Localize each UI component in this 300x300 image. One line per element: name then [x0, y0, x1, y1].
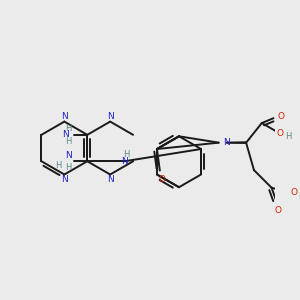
Text: H: H — [65, 124, 72, 134]
Text: H: H — [285, 132, 291, 141]
Text: H: H — [55, 161, 61, 170]
Text: N: N — [62, 130, 69, 139]
Text: O: O — [278, 112, 285, 121]
Text: N: N — [107, 175, 114, 184]
Text: H: H — [65, 163, 72, 172]
Text: N: N — [65, 151, 72, 160]
Text: N: N — [107, 112, 114, 121]
Text: N: N — [121, 157, 128, 166]
Text: O: O — [277, 129, 284, 138]
Text: N: N — [61, 112, 68, 121]
Text: O: O — [158, 175, 165, 184]
Text: N: N — [223, 138, 230, 147]
Text: O: O — [275, 206, 282, 215]
Text: H: H — [65, 137, 72, 146]
Text: H: H — [298, 192, 300, 201]
Text: N: N — [61, 175, 68, 184]
Text: O: O — [291, 188, 298, 197]
Text: *: * — [248, 137, 250, 142]
Text: H: H — [123, 150, 130, 159]
